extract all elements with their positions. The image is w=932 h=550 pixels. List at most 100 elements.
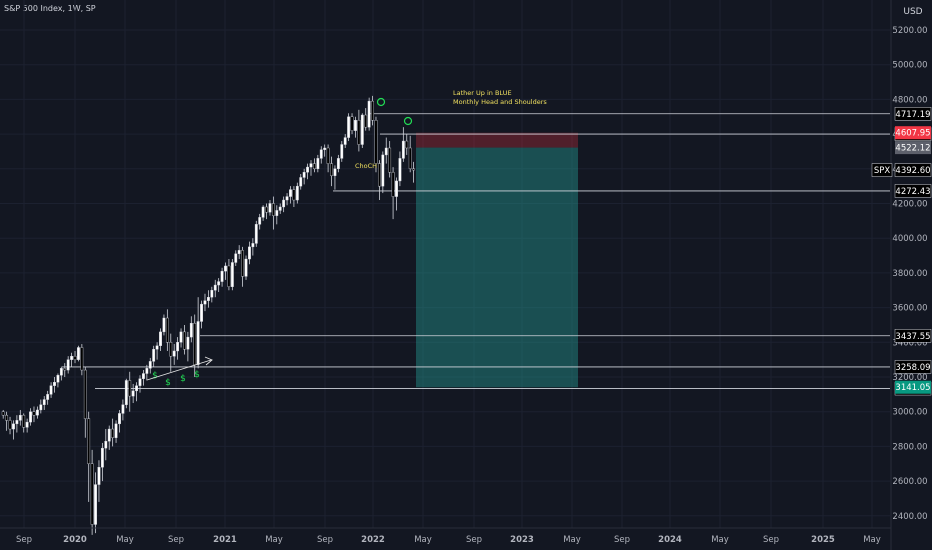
candle-body bbox=[391, 172, 395, 197]
position-price-label-bg bbox=[895, 141, 931, 155]
target-icon bbox=[403, 116, 413, 126]
candle-body bbox=[200, 303, 203, 322]
candle-body bbox=[371, 100, 374, 121]
candle-body bbox=[186, 336, 190, 350]
candle-body bbox=[220, 270, 224, 282]
candle-body bbox=[306, 166, 309, 173]
candle-body bbox=[32, 411, 36, 416]
candle-body bbox=[347, 116, 351, 138]
x-tick-label: Sep bbox=[16, 535, 32, 545]
candle-body bbox=[83, 369, 87, 419]
candle-body bbox=[39, 404, 43, 411]
y-tick-label: 4000.00 bbox=[892, 234, 927, 244]
candle-body bbox=[42, 399, 46, 405]
candle-body bbox=[330, 163, 333, 176]
y-tick-label: 3800.00 bbox=[892, 269, 927, 279]
x-tick-label: 2022 bbox=[361, 535, 385, 545]
x-tick-label: May bbox=[711, 535, 729, 545]
position-price-label: 4522.12 bbox=[895, 144, 930, 154]
candle-body bbox=[251, 243, 255, 248]
candle-body bbox=[261, 206, 265, 218]
candle-body bbox=[350, 116, 354, 131]
candle-body bbox=[224, 265, 227, 272]
candle-body bbox=[36, 409, 39, 416]
candle-body bbox=[80, 347, 84, 371]
candle-body bbox=[395, 180, 398, 197]
candle-body bbox=[210, 290, 214, 298]
candle-body bbox=[254, 224, 258, 244]
last-price-label-bg bbox=[894, 163, 932, 177]
candle-body bbox=[340, 144, 344, 159]
candle-body bbox=[179, 331, 183, 343]
candle-body bbox=[292, 189, 296, 201]
candle-body bbox=[135, 385, 138, 392]
y-tick-label: 3400.00 bbox=[892, 338, 927, 348]
candle-body bbox=[22, 414, 26, 428]
candle-body bbox=[77, 347, 80, 360]
y-tick-label: 5000.00 bbox=[892, 61, 927, 71]
x-tick-label: Sep bbox=[317, 535, 333, 545]
candle-body bbox=[333, 168, 337, 176]
candle-body bbox=[29, 411, 32, 423]
candle-body bbox=[237, 250, 241, 255]
x-tick-label: 2025 bbox=[811, 535, 835, 545]
candle-body bbox=[241, 250, 244, 277]
candle-body bbox=[289, 189, 292, 197]
candle-body bbox=[343, 137, 347, 145]
candle-body bbox=[278, 206, 282, 211]
candle-body bbox=[326, 147, 330, 164]
position-price-label: 4607.95 bbox=[895, 129, 930, 139]
candle-body bbox=[97, 467, 101, 485]
candle-body bbox=[152, 349, 156, 362]
y-tick-label: 4800.00 bbox=[892, 95, 927, 105]
level-price-label-bg bbox=[894, 360, 932, 374]
x-tick-label: Sep bbox=[763, 535, 779, 545]
symbol-tag: SPX bbox=[874, 166, 891, 176]
candle-body bbox=[138, 378, 142, 386]
candle-body bbox=[367, 100, 371, 128]
candle-body bbox=[124, 380, 128, 405]
candle-body bbox=[142, 373, 145, 379]
y-tick-label: 2600.00 bbox=[892, 477, 927, 487]
candle-body bbox=[70, 355, 74, 360]
position-price-label-bg bbox=[895, 380, 931, 394]
candle-body bbox=[360, 114, 364, 145]
candle-body bbox=[114, 423, 118, 438]
candle-body bbox=[282, 199, 286, 208]
x-tick-label: May bbox=[863, 535, 881, 545]
position-price-label-bg bbox=[895, 126, 931, 140]
candle-body bbox=[1, 411, 5, 416]
y-tick-label: 5200.00 bbox=[892, 26, 927, 36]
x-tick-label: May bbox=[116, 535, 134, 545]
candle-body bbox=[128, 380, 132, 397]
candle-body bbox=[357, 120, 361, 145]
candle-body bbox=[5, 414, 9, 421]
x-tick-label: 2024 bbox=[658, 535, 682, 545]
stop-loss-zone bbox=[416, 132, 578, 148]
grid bbox=[0, 0, 890, 528]
candle-body bbox=[309, 163, 313, 168]
x-tick-label: May bbox=[563, 535, 581, 545]
x-tick-label: May bbox=[414, 535, 432, 545]
candle-body bbox=[244, 258, 248, 277]
candle-body bbox=[316, 158, 320, 169]
y-tick-label: 2400.00 bbox=[892, 512, 927, 522]
candle-body bbox=[107, 428, 111, 442]
x-tick-label: 2021 bbox=[213, 535, 237, 545]
candle-body bbox=[169, 342, 173, 357]
candle-body bbox=[49, 385, 53, 395]
target-icon bbox=[376, 97, 386, 107]
candle-body bbox=[405, 140, 409, 149]
dollar-marker: $ bbox=[152, 371, 158, 381]
horizontal-levels bbox=[62, 113, 890, 389]
candle-body bbox=[131, 390, 135, 397]
candle-body bbox=[248, 246, 251, 260]
candle-body bbox=[59, 368, 63, 376]
position-zones bbox=[416, 132, 578, 388]
candle-body bbox=[206, 296, 210, 301]
candle-body bbox=[258, 217, 262, 225]
x-tick-label: Sep bbox=[614, 535, 630, 545]
level-price-label-bg bbox=[894, 107, 932, 121]
